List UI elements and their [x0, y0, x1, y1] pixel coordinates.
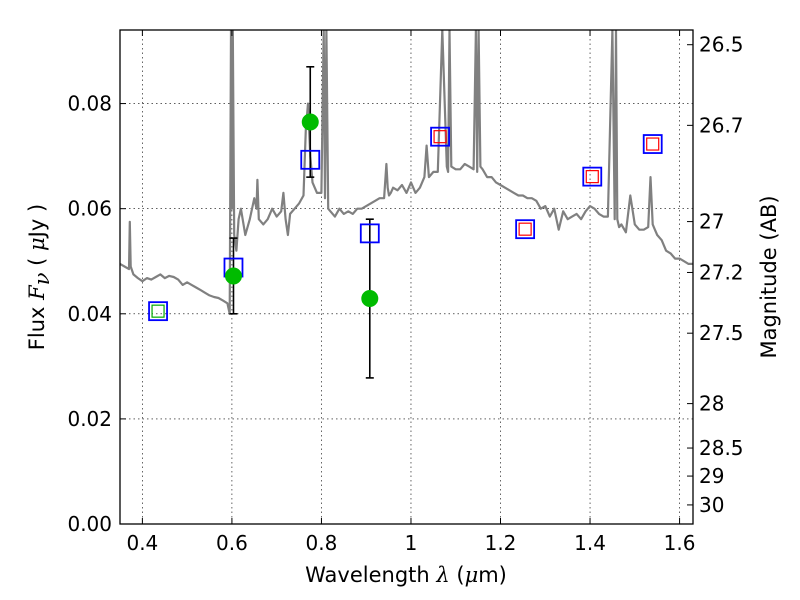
blue-squares-marker [430, 126, 450, 147]
green-square-marker [151, 304, 165, 318]
y2-tick-label: 28 [699, 392, 724, 416]
x-axis-label: Wavelength λ (μm) [305, 563, 507, 587]
x-tick-label: 1.6 [664, 531, 696, 555]
y-axis-label: Flux Fν ( μJy ) [25, 204, 54, 350]
red-squares-marker [585, 170, 599, 184]
y2-tick-label: 29 [699, 464, 724, 488]
x-tick-label: 1.4 [574, 531, 606, 555]
y2-tick-label: 26.5 [699, 33, 744, 57]
blue-squares-marker [515, 219, 536, 240]
x-tick-label: 0.8 [306, 531, 338, 555]
x-tick-label: 0.6 [216, 531, 248, 555]
x-tick-label: 1 [405, 531, 418, 555]
x-tick-label: 0.4 [126, 531, 158, 555]
red-squares-marker [518, 222, 532, 236]
y2-tick-label: 30 [699, 493, 724, 517]
green-circles-marker [224, 267, 242, 285]
red-squares-marker [433, 130, 447, 144]
axis-ticks: 0.4 0.6 0.8 1 1.2 1.4 1.6 0.00 0.02 0.04 0.06 0.08 2… [67, 30, 744, 555]
y2-tick-label: 27.5 [699, 321, 744, 345]
blue-squares-marker [148, 301, 168, 322]
y2-tick-label: 27 [699, 210, 724, 234]
blue-squares-marker [359, 223, 380, 244]
blue-squares-marker [582, 166, 603, 187]
spectrum-line [120, 30, 693, 315]
y-tick-label: 0.06 [67, 197, 112, 221]
green-circles-marker [301, 113, 319, 131]
blue-squares-marker [642, 134, 663, 154]
red-squares-marker [646, 137, 660, 151]
y-tick-label: 0.04 [67, 302, 112, 326]
green-circles-marker [361, 290, 379, 308]
y2-tick-label: 27.2 [699, 260, 744, 284]
y2-axis-label: Magnitude (AB) [757, 195, 781, 358]
grid [120, 30, 693, 524]
plot-frame [119, 29, 694, 525]
x-tick-label: 1.2 [485, 531, 517, 555]
blue-squares-marker [300, 149, 321, 170]
y-tick-label: 0.08 [67, 92, 112, 116]
y-tick-label: 0.02 [67, 407, 112, 431]
y-tick-label: 0.00 [67, 512, 112, 536]
y2-tick-label: 26.7 [699, 113, 744, 137]
plot-area [120, 30, 693, 379]
y2-tick-label: 28.5 [699, 436, 744, 460]
